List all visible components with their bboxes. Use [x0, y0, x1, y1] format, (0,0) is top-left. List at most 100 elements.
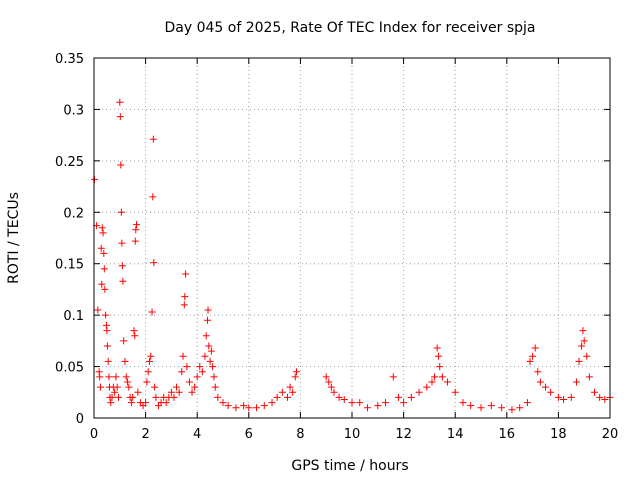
- x-axis-label: GPS time / hours: [291, 458, 408, 474]
- data-point: [125, 383, 133, 391]
- data-point: [291, 373, 299, 381]
- chart-title: Day 045 of 2025, Rate Of TEC Index for r…: [164, 20, 535, 36]
- data-point: [112, 373, 120, 381]
- data-point: [526, 357, 534, 365]
- data-point: [150, 259, 158, 267]
- x-tick-label: 20: [602, 427, 619, 442]
- data-point: [170, 393, 178, 401]
- data-point: [117, 208, 125, 216]
- data-point: [99, 229, 107, 237]
- data-point: [207, 347, 215, 355]
- y-tick-label: 0.2: [63, 206, 84, 221]
- data-point: [167, 388, 175, 396]
- data-point: [104, 357, 112, 365]
- data-point: [330, 388, 338, 396]
- data-point: [130, 327, 138, 335]
- x-tick-label: 0: [90, 427, 98, 442]
- data-point: [96, 373, 104, 381]
- data-point: [102, 311, 110, 319]
- x-tick-label: 4: [193, 427, 201, 442]
- data-point: [198, 368, 206, 376]
- data-point: [113, 383, 121, 391]
- x-tick-label: 18: [550, 427, 567, 442]
- data-point: [356, 399, 364, 407]
- data-point: [204, 306, 212, 314]
- data-point: [335, 393, 343, 401]
- y-tick-label: 0.35: [55, 52, 84, 67]
- data-point: [103, 342, 111, 350]
- y-tick-label: 0: [76, 412, 84, 427]
- data-point: [120, 337, 128, 345]
- data-point: [133, 221, 141, 229]
- data-point: [284, 393, 291, 401]
- x-tick-label: 14: [447, 427, 464, 442]
- data-point: [382, 399, 390, 407]
- data-point: [101, 285, 109, 293]
- x-tick-label: 10: [344, 427, 361, 442]
- data-point: [534, 368, 542, 376]
- data-point: [289, 388, 297, 396]
- data-point: [149, 135, 157, 143]
- data-point: [601, 395, 609, 403]
- data-point: [107, 399, 115, 407]
- data-point: [423, 383, 431, 391]
- data-point: [142, 399, 150, 407]
- data-point: [100, 249, 108, 257]
- data-point: [523, 399, 531, 407]
- data-point: [149, 193, 157, 201]
- data-point: [151, 383, 159, 391]
- data-point: [211, 383, 219, 391]
- data-point: [273, 393, 281, 401]
- data-point: [191, 383, 199, 391]
- data-point: [111, 388, 119, 396]
- data-point: [105, 373, 113, 381]
- data-point: [219, 399, 227, 407]
- data-point: [98, 280, 106, 288]
- data-point: [209, 363, 217, 371]
- data-point: [162, 399, 170, 407]
- data-point: [572, 378, 580, 386]
- data-point: [196, 363, 204, 371]
- data-point: [117, 161, 125, 169]
- data-point: [205, 342, 213, 350]
- data-point: [102, 321, 110, 329]
- data-point: [415, 388, 423, 396]
- data-point: [181, 293, 189, 301]
- data-point: [554, 393, 562, 401]
- data-point: [91, 175, 99, 183]
- data-point: [459, 399, 467, 407]
- data-point: [124, 378, 132, 386]
- data-point: [148, 308, 156, 316]
- data-point: [438, 373, 446, 381]
- data-point: [293, 368, 301, 376]
- data-point: [100, 265, 108, 273]
- data-point: [591, 388, 599, 396]
- data-point: [428, 378, 436, 386]
- data-point: [143, 378, 151, 386]
- data-point: [134, 388, 142, 396]
- data-point: [286, 383, 294, 391]
- data-point: [131, 332, 139, 340]
- data-point: [451, 388, 459, 396]
- data-point: [348, 399, 356, 407]
- data-point: [122, 373, 130, 381]
- data-point: [443, 378, 451, 386]
- data-point: [363, 404, 371, 412]
- data-point: [260, 402, 268, 410]
- data-point: [144, 368, 152, 376]
- data-point: [179, 352, 187, 360]
- data-point: [477, 404, 485, 412]
- data-point: [436, 363, 444, 371]
- data-points: [91, 98, 614, 414]
- data-point: [575, 357, 583, 365]
- data-point: [431, 373, 439, 381]
- data-point: [178, 368, 186, 376]
- data-point: [389, 373, 397, 381]
- data-point: [204, 316, 212, 324]
- data-point: [400, 399, 408, 407]
- data-point: [240, 402, 248, 410]
- data-point: [127, 399, 135, 407]
- data-point: [394, 393, 402, 401]
